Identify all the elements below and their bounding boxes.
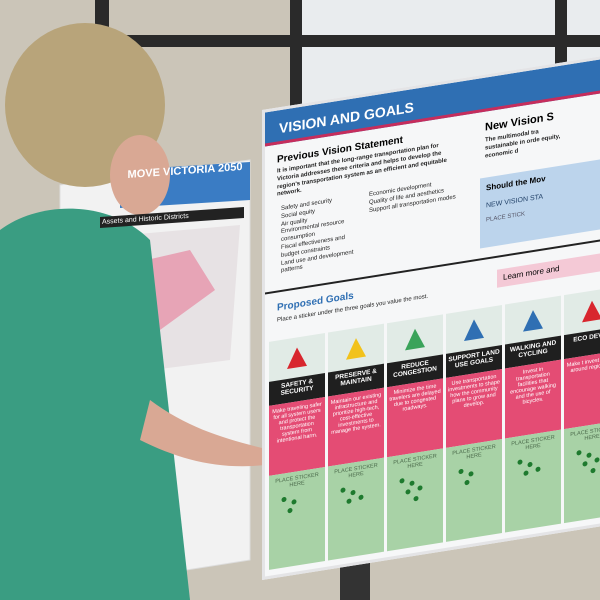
goal-icon [446,304,502,354]
goal-card: WALKING AND CYCLING Invest in transportat… [505,295,561,545]
stickers [576,450,600,474]
stickers [281,496,297,514]
stickers [399,478,423,502]
shirt [0,208,190,600]
icon [582,300,600,323]
sticker-dot [590,468,596,474]
bullet-list: Safety and security Social equity Air qual… [277,194,357,277]
icon-shape [523,310,543,332]
sticker-dot [409,480,415,486]
sticker-dot [281,496,287,503]
goal-text: Invest in transportation facilities that… [505,359,561,439]
goal-card: PRESERVE & MAINTAIN Maintain our existing… [328,323,384,573]
goal-card: SAFETY & SECURITY Make traveling safer fo… [269,333,325,580]
goal-text: Maintain our existing infrastructure and… [328,387,384,467]
icon-shape [464,319,484,342]
icon-shape [346,338,366,360]
sticker-area: PLACE STICKER HERE [269,467,325,570]
stickers [517,459,541,476]
icon-shape [287,347,307,370]
sticker-dot [346,498,352,504]
sticker-dot [358,494,364,500]
goal-icon [387,314,443,364]
sticker-dot [535,466,541,472]
sticker-dot [576,450,582,456]
goal-icon [328,323,384,373]
sticker-dot [340,487,346,493]
sticker-area: PLACE STICKER HERE [387,448,443,552]
goal-icon [564,286,600,336]
icon [287,347,307,370]
poster: VISION AND GOALS Previous Vision Stateme… [262,52,600,580]
sticker-dot [458,468,464,475]
sticker-dot [291,499,297,505]
goal-card: SUPPORT LAND USE GOALS Use transportation… [446,304,502,554]
sticker-dot [350,490,356,496]
sticker-dot [468,471,474,477]
sticker-dot [417,485,423,491]
stickers [458,468,474,486]
sticker-area: PLACE STICKER HERE [446,438,502,542]
goal-text: Make t invest help m around region ma [564,350,600,430]
goal-card: REDUCE CONGESTION Minimize the time trave… [387,314,443,563]
sticker-dot [464,480,470,486]
icon [523,310,543,332]
face [110,135,170,215]
goal-text: Make traveling safer for all system user… [269,397,325,476]
sticker-dot [287,508,293,514]
icon [346,338,366,360]
sticker-dot [405,489,411,495]
icon-shape [582,300,600,323]
icon [464,319,484,342]
window-frame [555,0,567,80]
icon [405,328,425,351]
sticker-dot [523,470,529,476]
goal-text: Minimize the time travelers are delayed … [387,378,443,458]
stickers [340,487,364,504]
sticker-area: PLACE STICKER HERE [505,429,561,533]
goal-icon [269,333,325,382]
sticker-dot [517,459,523,465]
sticker-dot [586,452,592,458]
sticker-dot [413,496,419,502]
sticker-area: PLACE STICKER HERE [564,420,600,524]
sticker-dot [582,461,588,467]
goal-row: SAFETY & SECURITY Make traveling safer fo… [269,285,600,580]
sticker-dot [594,457,600,463]
arm [140,400,270,467]
goal-text: Use transportation investments to shape … [446,368,502,448]
sticker-dot [527,462,533,468]
vision-box: Should the Mov NEW VISION STA PLACE STIC… [480,157,600,249]
learn-more: Learn more and [497,250,600,288]
goal-icon [505,295,561,345]
sticker-dot [399,478,405,484]
window-frame [95,35,600,47]
sticker-area: PLACE STICKER HERE [328,457,384,561]
icon-shape [405,328,425,351]
